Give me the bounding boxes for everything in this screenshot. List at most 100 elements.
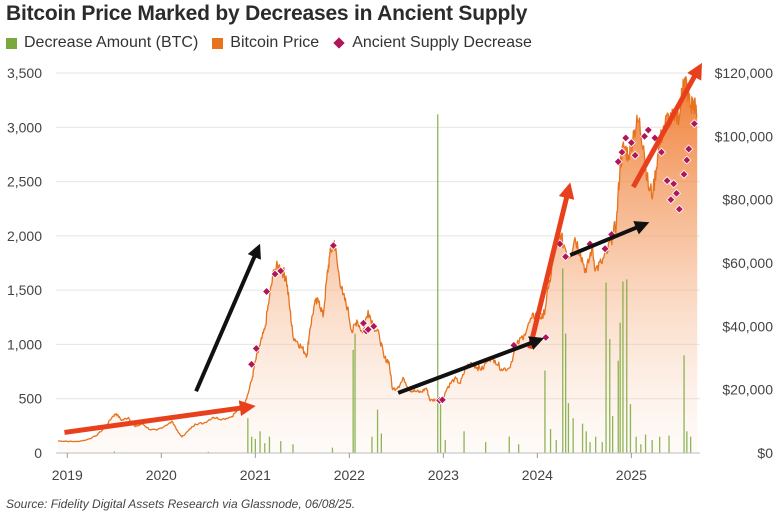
decrease-bar	[518, 444, 520, 453]
decrease-bar	[609, 339, 611, 453]
ancient-supply-marker	[643, 125, 653, 135]
y-left-tick-label: 3,500	[7, 65, 42, 81]
decrease-bar	[247, 418, 249, 453]
x-tick-label: 2022	[334, 467, 365, 483]
ancient-supply-marker	[600, 244, 610, 254]
decrease-bar	[644, 434, 647, 453]
decrease-bar	[268, 436, 271, 453]
decrease-bar	[668, 435, 670, 453]
ancient-supply-marker	[671, 188, 682, 198]
ancient-supply-marker	[251, 343, 261, 354]
black-trend-arrow	[397, 336, 545, 395]
decrease-bar	[371, 436, 373, 453]
ancient-supply-marker	[626, 138, 636, 148]
decrease-bar	[352, 349, 354, 453]
ancient-supply-marker	[621, 133, 631, 143]
decrease-bar	[485, 442, 487, 453]
ancient-supply-marker	[684, 144, 694, 154]
decrease-bar	[595, 436, 597, 453]
decrease-bar	[207, 451, 209, 453]
decrease-bar	[626, 279, 628, 453]
ancient-supply-marker	[437, 395, 447, 405]
ancient-supply-marker	[650, 133, 660, 143]
legend: Decrease Amount (BTC) Bitcoin Price Anci…	[6, 34, 546, 52]
decrease-bar	[651, 440, 653, 453]
decrease-bar	[612, 416, 614, 453]
decrease-bar	[251, 436, 253, 453]
decrease-bar	[549, 429, 552, 453]
y-right-tick-label: $80,000	[722, 192, 773, 208]
ancient-supply-marker	[270, 269, 280, 279]
red-trend-arrow	[631, 62, 702, 189]
y-left-tick-label: 0	[34, 445, 42, 461]
decrease-bar	[683, 355, 685, 453]
decrease-bar	[444, 440, 446, 453]
decrease-bar	[619, 322, 621, 453]
decrease-bar	[376, 409, 379, 453]
ancient-supply-marker	[560, 252, 571, 262]
ancient-supply-marker	[639, 131, 650, 141]
ancient-supply-marker	[328, 241, 338, 251]
decrease-bar	[380, 433, 382, 453]
decrease-bar	[635, 436, 637, 453]
x-tick-label: 2019	[52, 467, 83, 483]
legend-label-ancient: Ancient Supply Decrease	[352, 34, 532, 51]
x-tick-label: 2025	[616, 467, 647, 483]
y-right-tick-label: $100,000	[715, 128, 774, 144]
decrease-bar	[437, 114, 439, 454]
decrease-bar	[254, 438, 256, 453]
decrease-bar	[617, 360, 619, 453]
decrease-bars-layer	[113, 114, 692, 454]
ancient-supply-marker	[617, 147, 627, 157]
decrease-bar	[508, 436, 510, 453]
decrease-bar	[439, 404, 442, 453]
decrease-bar	[572, 418, 574, 453]
decrease-bar	[463, 431, 465, 453]
y-right-tick-label: $40,000	[722, 318, 773, 334]
ancient-supply-marker	[358, 318, 368, 328]
ancient-supply-marker	[630, 150, 640, 160]
y-right-tick-label: $20,000	[722, 382, 773, 398]
axes-layer: 0 500 1,000 1,500 2,000 2,500 3,000 3,500 $0 $20,…	[7, 65, 773, 483]
decrease-bar	[292, 444, 294, 453]
legend-swatch-decrease	[6, 37, 17, 49]
decrease-bar	[601, 442, 603, 453]
ancient-supply-marker	[613, 157, 623, 167]
x-tick-label: 2021	[240, 467, 271, 483]
ancient-supply-marker	[689, 119, 699, 129]
black-trend-arrow	[194, 243, 261, 393]
legend-item-decrease: Decrease Amount (BTC)	[6, 34, 198, 52]
ancient-supply-marker	[669, 179, 679, 189]
decrease-bar	[585, 431, 587, 453]
black-trend-arrow	[569, 221, 650, 257]
ancient-supply-marker	[682, 155, 692, 165]
ancient-supply-marker	[656, 147, 667, 157]
y-left-tick-label: 500	[19, 391, 43, 407]
ancient-supply-marker	[666, 195, 676, 205]
y-right-tick-label: $120,000	[715, 65, 774, 81]
ancient-supply-marker	[363, 324, 373, 335]
decrease-bar	[659, 436, 661, 453]
source-note: Source: Fidelity Digital Assets Research…	[6, 497, 356, 511]
decrease-bar	[690, 436, 692, 453]
legend-label-price: Bitcoin Price	[230, 34, 320, 51]
decrease-bar	[581, 423, 584, 453]
decrease-bar	[622, 281, 624, 453]
y-left-tick-label: 2,000	[7, 228, 42, 244]
decrease-bar	[331, 447, 334, 453]
decrease-bar	[113, 451, 115, 453]
decrease-bar	[555, 440, 557, 453]
y-left-tick-label: 3,000	[7, 119, 42, 135]
y-right-tick-label: $0	[757, 445, 773, 461]
chart-title: Bitcoin Price Marked by Decreases in Anc…	[6, 2, 528, 25]
decrease-bar	[354, 333, 356, 453]
decrease-bar	[629, 404, 632, 453]
legend-item-price: Bitcoin Price	[212, 34, 319, 52]
decrease-bar	[567, 403, 570, 453]
decrease-bar	[259, 431, 261, 453]
ancient-supply-marker	[662, 176, 672, 186]
decrease-bar	[562, 268, 564, 453]
ancient-supply-marker	[679, 169, 689, 179]
ancient-supply-marker	[541, 332, 551, 342]
decrease-bar	[565, 333, 567, 453]
